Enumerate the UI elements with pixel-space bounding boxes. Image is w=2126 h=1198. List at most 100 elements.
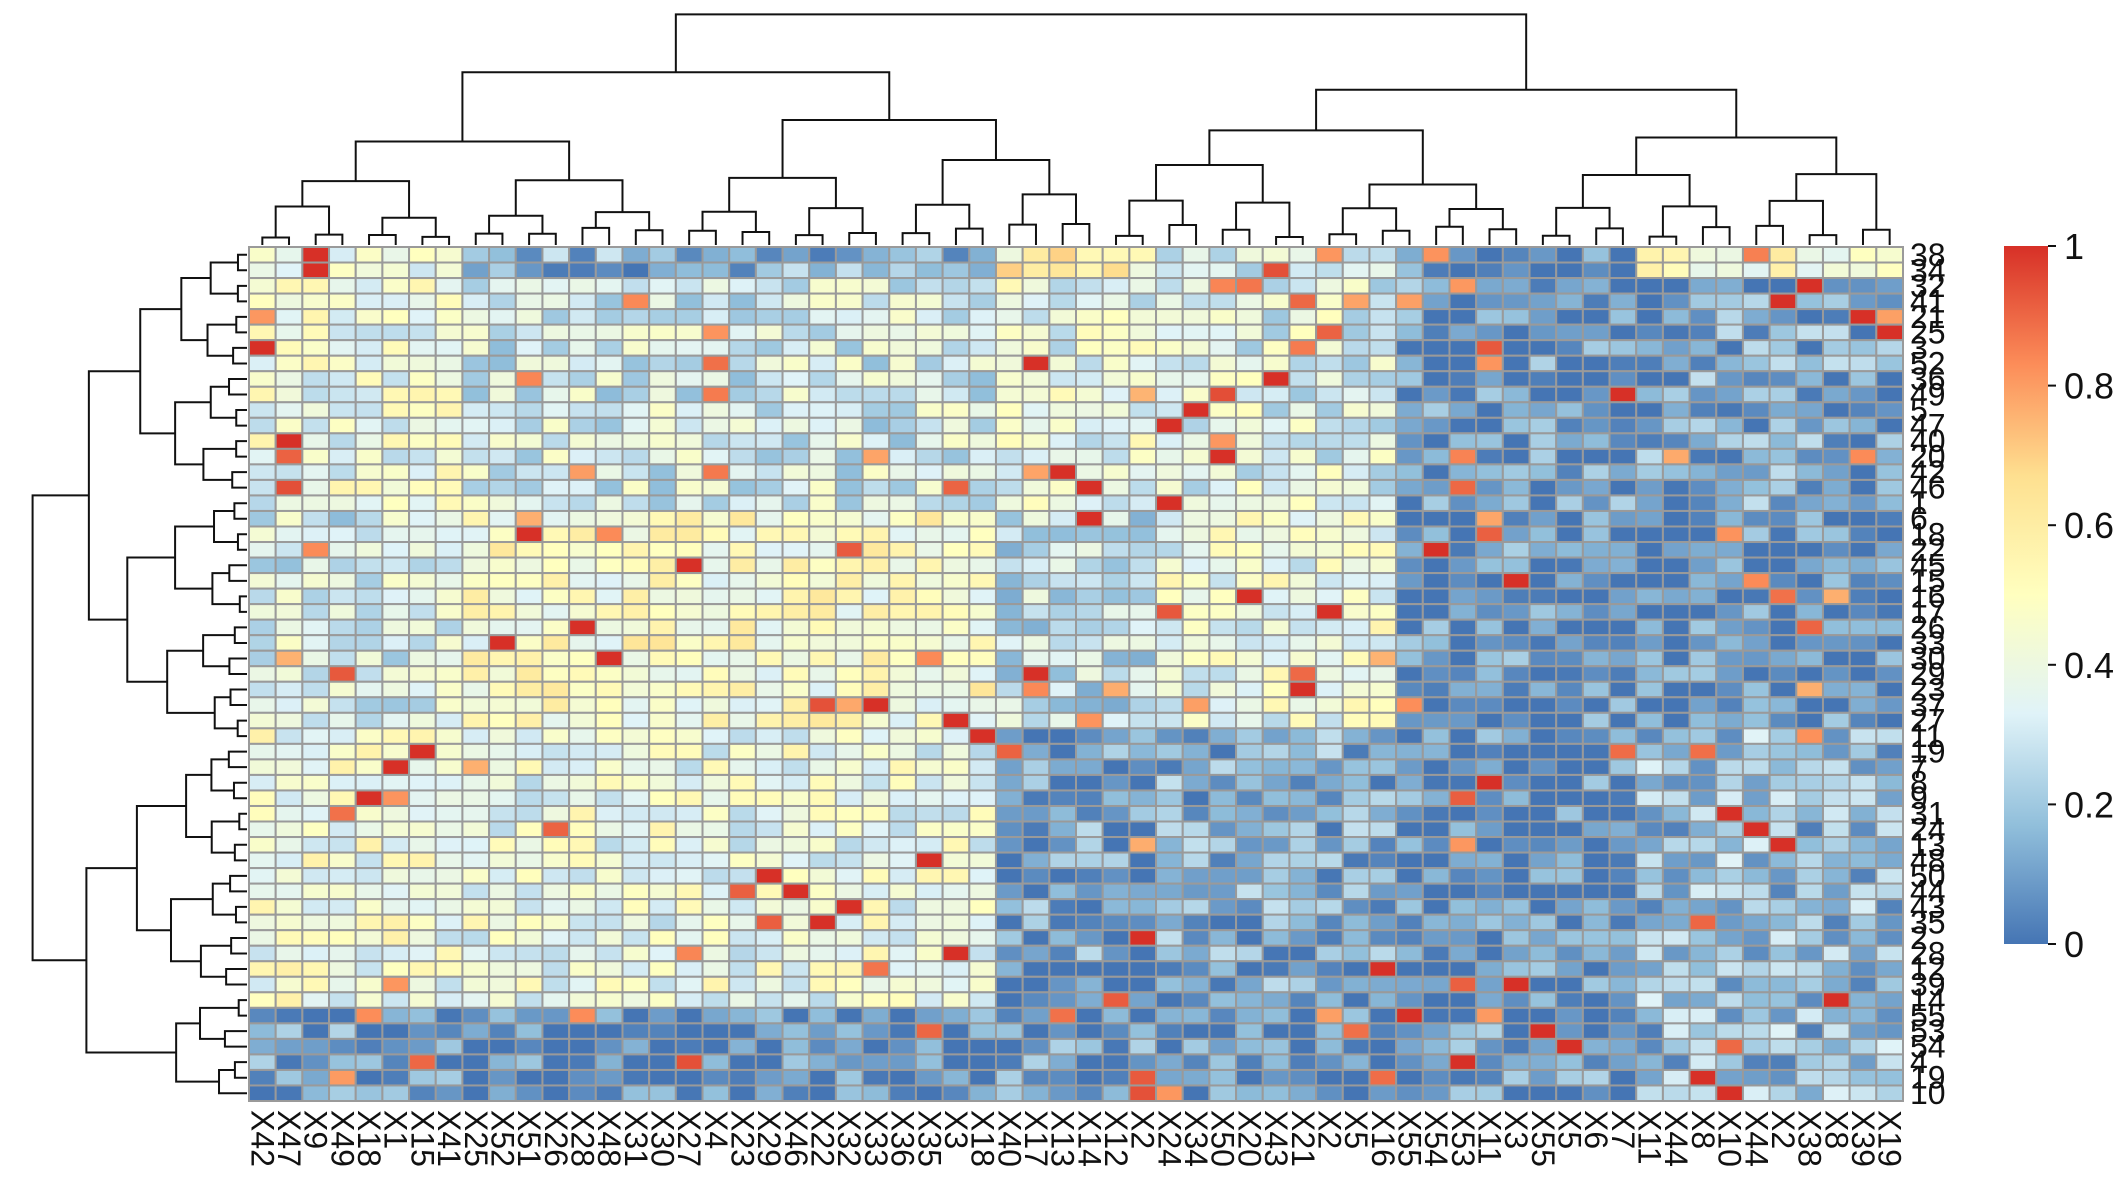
column-dendrogram-branch	[1435, 225, 1464, 245]
heatmap-cell	[1661, 541, 1691, 559]
heatmap-cell	[594, 292, 624, 311]
heatmap-cell	[728, 742, 757, 761]
heatmap-cell	[594, 1037, 624, 1056]
heatmap-cell	[1848, 944, 1878, 963]
heatmap-cell	[408, 960, 437, 978]
heatmap-cell	[888, 308, 917, 326]
heatmap-cell	[1181, 773, 1211, 792]
heatmap-cell	[1181, 867, 1211, 885]
column-label: X46	[778, 1110, 814, 1167]
heatmap-cell	[914, 556, 944, 575]
heatmap-cell	[1688, 742, 1718, 761]
heatmap-cell	[1848, 820, 1878, 839]
heatmap-cell	[408, 944, 437, 963]
heatmap-cell	[728, 960, 757, 978]
heatmap-cell	[701, 929, 731, 947]
heatmap-cell	[354, 509, 384, 528]
heatmap-cell	[1208, 680, 1238, 699]
row-label: 3	[1910, 330, 1928, 366]
heatmap-cell	[808, 1084, 837, 1103]
row-label: 48	[1910, 842, 1946, 878]
heatmap-cell	[701, 385, 731, 404]
heatmap-cell	[1101, 742, 1131, 761]
heatmap-cell	[1661, 416, 1691, 435]
heatmap-cell	[381, 898, 411, 916]
heatmap-cell	[648, 370, 677, 388]
heatmap-cell	[1128, 649, 1158, 668]
heatmap-cell	[1021, 432, 1051, 450]
heatmap-cell	[968, 711, 997, 730]
column-dendrogram-branch	[1488, 228, 1518, 245]
row-label: 35	[1910, 904, 1946, 940]
heatmap-cell	[568, 913, 597, 932]
heatmap-cell	[1368, 680, 1398, 699]
heatmap-cell	[541, 649, 571, 668]
row-label: 40	[1910, 423, 1946, 459]
heatmap-cell	[1821, 913, 1851, 932]
heatmap-cell	[1421, 711, 1451, 730]
heatmap-cell	[1315, 773, 1344, 792]
heatmap-cell	[1741, 789, 1771, 807]
heatmap-cell	[941, 509, 971, 528]
heatmap-cell	[1501, 277, 1531, 295]
row-dendrogram-branch	[31, 494, 89, 962]
column-dendrogram-branch	[368, 233, 397, 245]
heatmap-cell	[1661, 1006, 1691, 1025]
heatmap-cell	[461, 851, 491, 870]
heatmap-cell	[648, 882, 677, 901]
heatmap-cell	[488, 541, 517, 559]
heatmap-cell	[754, 494, 784, 512]
heatmap-cell	[1341, 742, 1371, 761]
heatmap-cell	[1395, 1084, 1424, 1103]
heatmap-cell	[354, 277, 384, 295]
heatmap-cell	[728, 385, 757, 404]
heatmap-cell	[1101, 773, 1131, 792]
heatmap-cell	[861, 944, 891, 963]
heatmap-cell	[488, 680, 517, 699]
heatmap-cell	[1021, 898, 1051, 916]
heatmap-cell	[1501, 742, 1531, 761]
column-dendrogram-branch	[1808, 234, 1838, 245]
heatmap-cell	[754, 851, 784, 870]
heatmap-cell	[808, 742, 837, 761]
heatmap-cell	[1475, 354, 1504, 373]
heatmap-cell	[1661, 292, 1691, 311]
heatmap-cell	[1821, 1053, 1851, 1071]
heatmap-cell	[648, 292, 677, 311]
heatmap-cell	[754, 478, 784, 497]
column-dendrogram-branch	[941, 158, 1051, 205]
heatmap-cell	[1688, 929, 1718, 947]
heatmap-cell	[701, 789, 731, 807]
heatmap-cell	[1661, 634, 1691, 652]
heatmap-cell	[594, 354, 624, 373]
heatmap-cell	[968, 541, 997, 559]
heatmap-cell	[1608, 929, 1638, 947]
heatmap-cell	[1875, 991, 1905, 1009]
heatmap-cell	[1101, 991, 1131, 1009]
heatmap-cell	[1128, 758, 1158, 776]
heatmap-cell	[354, 665, 384, 683]
heatmap-cell	[808, 1037, 837, 1056]
heatmap-cell	[514, 773, 544, 792]
heatmap-cell	[434, 1037, 464, 1056]
heatmap-cell	[1261, 277, 1291, 295]
heatmap-cell	[354, 385, 384, 404]
heatmap-cell	[1048, 323, 1078, 342]
heatmap-cell	[408, 401, 437, 419]
heatmap-cell	[1368, 587, 1398, 606]
heatmap-cell	[434, 634, 464, 652]
heatmap-cell	[1741, 836, 1771, 854]
heatmap-cell	[568, 1022, 597, 1040]
heatmap-cell	[1395, 649, 1424, 668]
heatmap-cell	[1288, 1006, 1318, 1025]
heatmap-cell	[1101, 649, 1131, 668]
heatmap-cell	[1288, 261, 1318, 280]
heatmap-cell	[1475, 836, 1504, 854]
heatmap-cell	[461, 587, 491, 606]
heatmap-cell	[514, 494, 544, 512]
heatmap-cell	[861, 696, 891, 714]
heatmap-cell	[1795, 882, 1824, 901]
heatmap-cell	[1475, 525, 1504, 544]
heatmap-cell	[354, 696, 384, 714]
heatmap-cell	[674, 1068, 704, 1087]
